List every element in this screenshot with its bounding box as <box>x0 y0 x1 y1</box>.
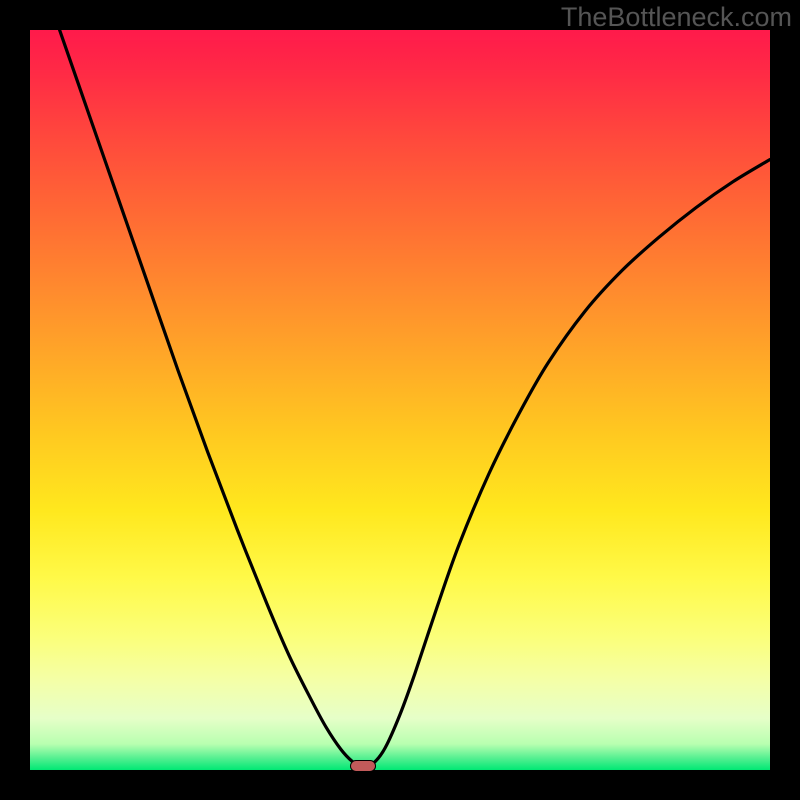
watermark-text: TheBottleneck.com <box>561 2 792 33</box>
chart-canvas: TheBottleneck.com <box>0 0 800 800</box>
bottleneck-curve <box>30 30 770 770</box>
optimal-point-marker <box>350 760 377 772</box>
plot-area <box>30 30 770 770</box>
